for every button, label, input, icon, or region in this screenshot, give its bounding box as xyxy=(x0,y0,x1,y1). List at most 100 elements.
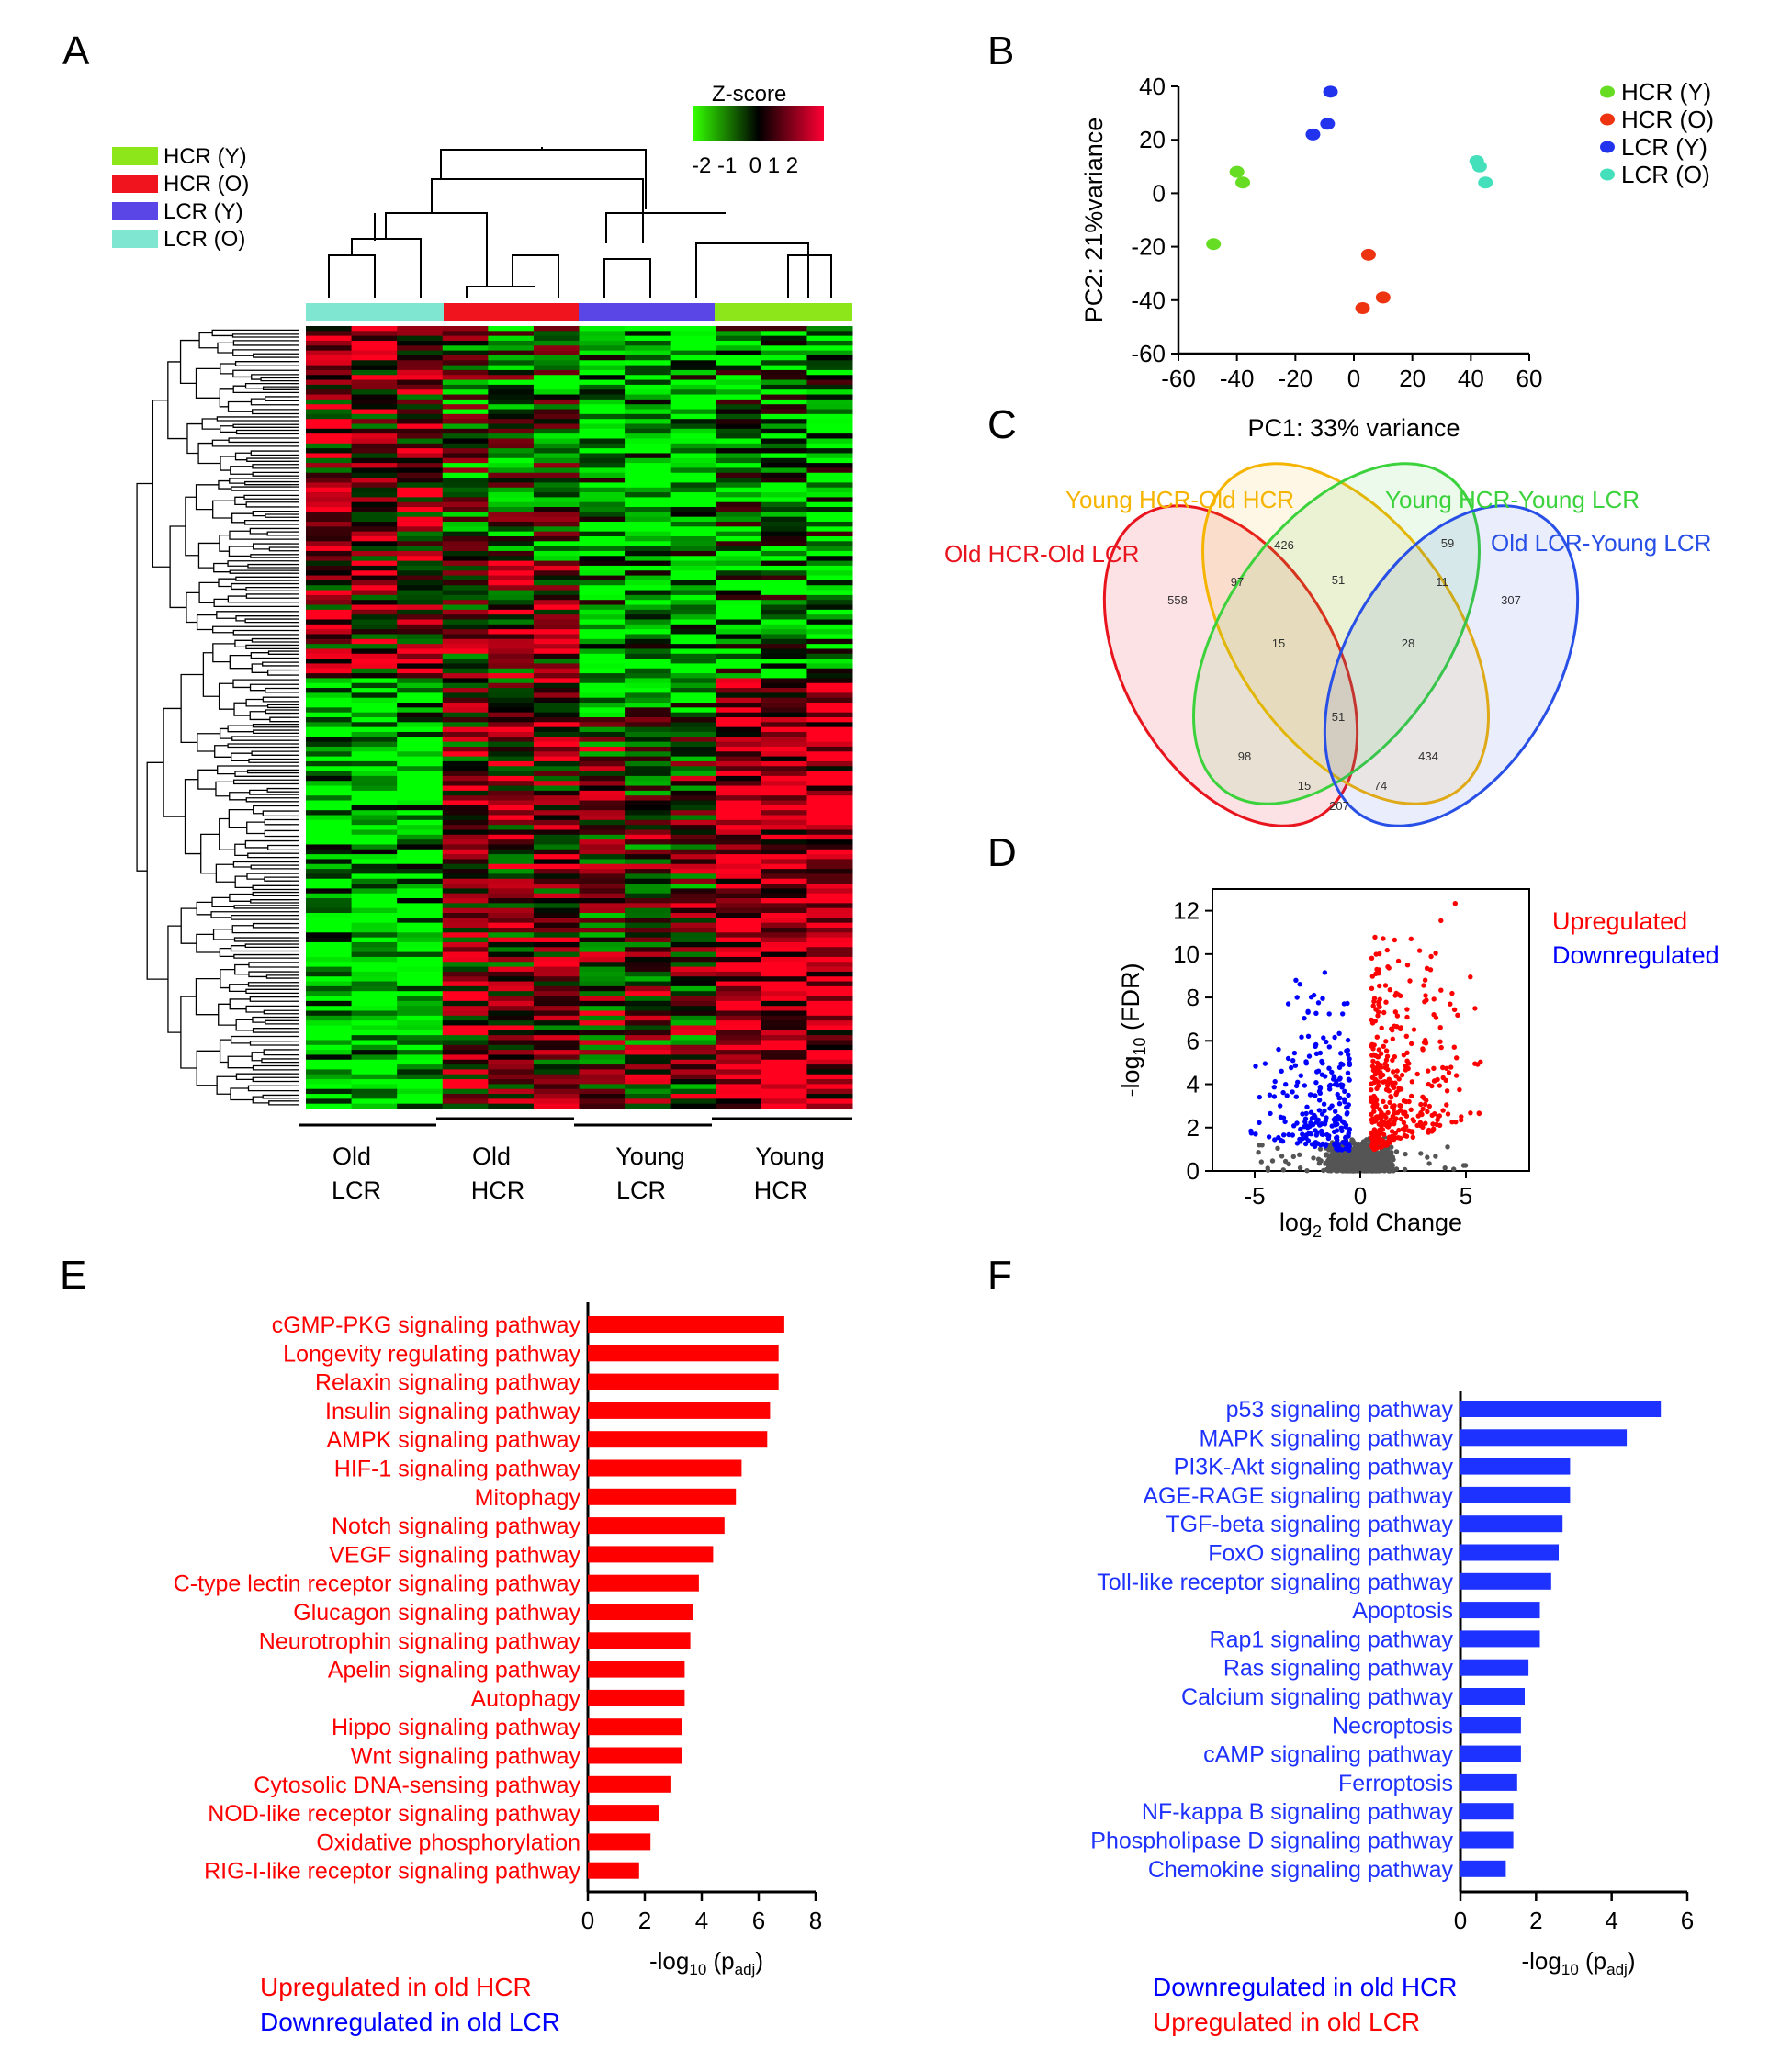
pca-point xyxy=(1478,176,1493,189)
volcano-point xyxy=(1369,1136,1376,1142)
heatmap-cell xyxy=(670,800,716,806)
heatmap-cell xyxy=(488,962,535,968)
heatmap-cell xyxy=(625,546,671,552)
heatmap-cell xyxy=(397,423,444,430)
dendro-branch xyxy=(249,683,291,692)
volcano-point xyxy=(1346,1092,1351,1098)
dendro-branch xyxy=(232,779,291,785)
heatmap-cell xyxy=(806,1035,853,1041)
heatmap-cell xyxy=(306,898,353,904)
heatmap-cell xyxy=(397,839,444,845)
heatmap-cell xyxy=(488,692,535,699)
heatmap-cell xyxy=(716,996,762,1002)
column-annotation-bar xyxy=(306,303,852,321)
dendro-branch xyxy=(247,563,291,569)
volcano-point xyxy=(1373,1104,1380,1109)
heatmap-cell xyxy=(533,703,580,708)
heatmap-cell xyxy=(397,854,444,860)
heatmap-cell xyxy=(579,722,626,728)
heatmap-cell xyxy=(351,937,398,943)
heatmap-cell xyxy=(442,697,489,704)
heatmap-cell xyxy=(670,507,716,512)
heatmap-cell xyxy=(806,433,853,439)
heatmap-cell xyxy=(670,996,716,1002)
heatmap-cell xyxy=(806,971,853,977)
volcano-point xyxy=(1429,1083,1435,1089)
dendro-branch xyxy=(196,1050,220,1086)
heatmap-cell xyxy=(533,585,580,591)
heatmap-cell xyxy=(670,585,716,591)
heatmap-cell xyxy=(397,507,444,512)
volcano-point xyxy=(1248,1131,1255,1136)
heatmap-cell xyxy=(442,448,489,454)
volcano-x-tick-label: 5 xyxy=(1460,1182,1472,1210)
volcano-point xyxy=(1372,1143,1379,1149)
heatmap-cell xyxy=(351,966,398,973)
heatmap-cell xyxy=(579,941,626,948)
volcano-point xyxy=(1352,1143,1358,1149)
dendro-branch xyxy=(232,861,291,868)
volcano-point xyxy=(1290,1132,1296,1138)
heatmap-cell xyxy=(442,472,489,478)
heatmap-cell xyxy=(306,487,353,493)
heatmap-cell xyxy=(306,516,353,523)
heatmap-cell xyxy=(351,1010,398,1017)
heatmap-cell xyxy=(806,413,853,420)
heatmap-cell xyxy=(533,1030,580,1036)
dendro-branch xyxy=(269,716,291,723)
heatmap-cell xyxy=(442,531,489,537)
bar-category-label: TGF-beta signaling pathway xyxy=(1166,1512,1453,1537)
volcano-point xyxy=(1294,1141,1301,1146)
bar-footnote: Downregulated in old LCR xyxy=(260,2008,560,2036)
heatmap-cell xyxy=(351,516,398,523)
heatmap-cell xyxy=(806,1079,853,1085)
heatmap-cell xyxy=(579,688,626,693)
heatmap-cell xyxy=(716,438,762,445)
heatmap-cell xyxy=(761,326,807,332)
heatmap-cell xyxy=(442,1015,489,1021)
heatmap-cell xyxy=(579,570,626,577)
heatmap-cell xyxy=(806,522,853,527)
volcano-point xyxy=(1428,953,1434,960)
heatmap-cell xyxy=(625,771,671,777)
heatmap-cell xyxy=(488,1069,535,1075)
heatmap-cell xyxy=(533,737,580,743)
heatmap-cell xyxy=(442,825,489,830)
heatmap-cell xyxy=(806,594,853,601)
heatmap-cell xyxy=(579,1054,626,1061)
heatmap-cell xyxy=(625,1098,671,1105)
heatmap-cell xyxy=(351,941,398,948)
heatmap-cell xyxy=(761,927,807,933)
heatmap-cell xyxy=(806,516,853,523)
volcano-point xyxy=(1313,1093,1318,1098)
heatmap-cell xyxy=(397,433,444,439)
volcano-point xyxy=(1345,1070,1351,1076)
heatmap-cell xyxy=(442,692,489,699)
dendro-branch xyxy=(265,974,291,979)
volcano-point xyxy=(1397,1135,1403,1142)
heatmap-cell xyxy=(806,800,853,806)
dendro-branch xyxy=(235,576,291,581)
heatmap-cell xyxy=(670,962,716,968)
heatmap-cell xyxy=(533,1040,580,1046)
volcano-y-label: -log10 (FDR) xyxy=(1117,963,1149,1097)
volcano-point xyxy=(1339,1119,1346,1124)
heatmap-cell xyxy=(351,722,398,728)
heatmap-cell xyxy=(397,345,444,352)
heatmap-cell xyxy=(761,487,807,493)
bar xyxy=(588,1431,768,1448)
heatmap-cell xyxy=(351,556,398,562)
heatmap-cell xyxy=(397,389,444,396)
heatmap-cell xyxy=(806,1054,853,1061)
bar-footnote: Upregulated in old HCR xyxy=(260,1973,532,2001)
heatmap-cell xyxy=(806,419,853,425)
heatmap-cell xyxy=(306,428,353,434)
heatmap-cell xyxy=(670,932,716,939)
volcano-point xyxy=(1308,1092,1313,1098)
dendro-branch xyxy=(234,963,249,975)
heatmap-cell xyxy=(625,688,671,693)
heatmap-cell xyxy=(579,331,626,337)
heatmap-cell xyxy=(670,604,716,611)
volcano-point xyxy=(1297,1165,1303,1171)
